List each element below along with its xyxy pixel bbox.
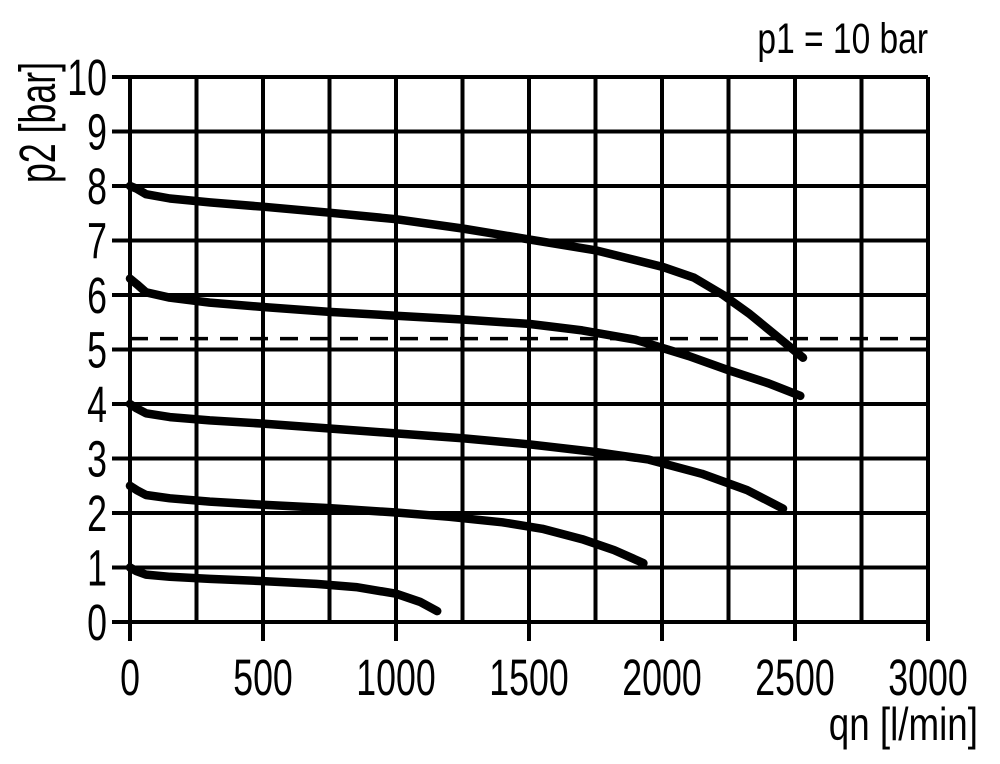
- flow-curve-p2-setting-2-5-bar: [125, 481, 648, 568]
- flow-curve-p2-setting-4-bar: [125, 399, 788, 513]
- x-tick-labels: 0 500 1000 1500 2000 2500 3000: [120, 650, 968, 707]
- y-tick-label: 4: [87, 377, 107, 434]
- x-tick-label: 2500: [755, 650, 834, 707]
- y-tick-label: 10: [67, 50, 107, 107]
- y-tick-label: 6: [87, 268, 107, 325]
- x-tick-label: 1000: [356, 650, 435, 707]
- chart-title: p1 = 10 bar: [757, 15, 928, 63]
- y-axis-label: p2 [bar]: [10, 62, 67, 183]
- flow-curves: [125, 181, 808, 616]
- y-tick-label: 7: [87, 213, 107, 270]
- grid-lines: [128, 75, 930, 624]
- y-tick-label: 1: [87, 540, 107, 597]
- x-axis-label: qn [l/min]: [829, 698, 978, 750]
- x-tick-label: 1500: [489, 650, 568, 707]
- x-tick-label: 500: [233, 650, 293, 707]
- x-tick-label: 0: [120, 650, 140, 707]
- y-tick-label: 5: [87, 322, 107, 379]
- y-tick-label: 3: [87, 431, 107, 488]
- y-tick-label: 8: [87, 159, 107, 216]
- flow-curve-p2-setting-1-bar: [125, 563, 442, 616]
- flow-curve-p2-setting-6-bar: [125, 274, 805, 401]
- flow-curve-p2-setting-8-bar: [125, 181, 808, 362]
- x-tick-label: 2000: [622, 650, 701, 707]
- y-tick-label: 2: [87, 486, 107, 543]
- y-tick-label: 0: [87, 595, 107, 652]
- x-tick-label: 3000: [888, 650, 967, 707]
- y-tick-label: 9: [87, 104, 107, 161]
